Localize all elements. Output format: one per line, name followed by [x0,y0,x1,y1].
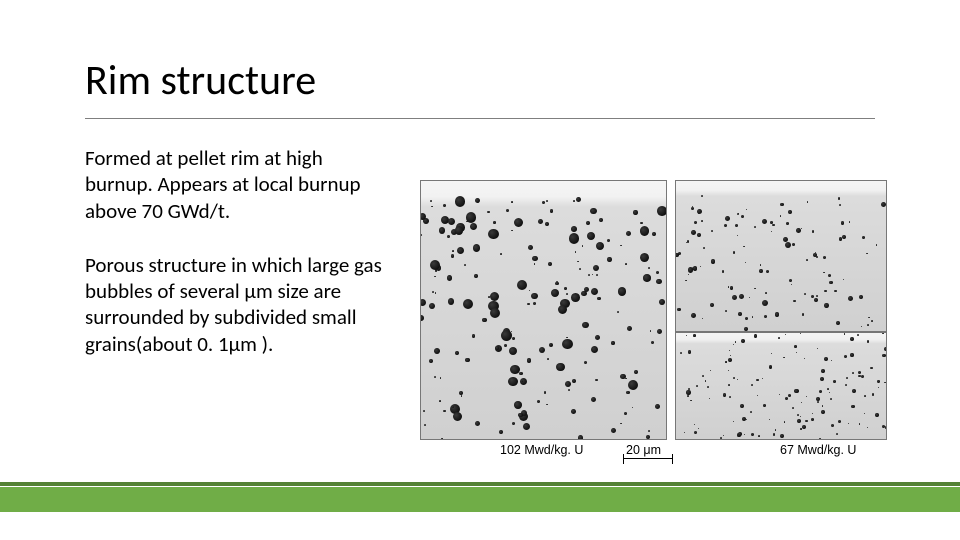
micrograph-right-top [675,180,887,332]
slide-title: Rim structure [85,55,316,106]
body-paragraph-2: Porous structure in which large gas bubb… [85,252,395,357]
caption-left: 102 Mwd/kg. U [500,443,583,457]
slide: Rim structure Formed at pellet rim at hi… [0,0,960,540]
caption-right: 67 Mwd/kg. U [780,443,856,457]
micrograph-left [420,180,667,440]
micrograph-right-bottom [675,332,887,440]
bubble-field-rb [676,333,886,439]
bubble-field-rt [676,181,886,331]
bubble-field-left [421,181,666,439]
body-text: Formed at pellet rim at high burnup. App… [85,145,395,385]
figure: 102 Mwd/kg. U 20 μm 67 Mwd/kg. U [420,180,885,460]
title-underline [85,118,875,119]
scalebar-icon [623,458,673,459]
accent-band [0,487,960,512]
caption-scalebar-label: 20 μm [626,443,661,457]
body-paragraph-1: Formed at pellet rim at high burnup. App… [85,145,395,224]
